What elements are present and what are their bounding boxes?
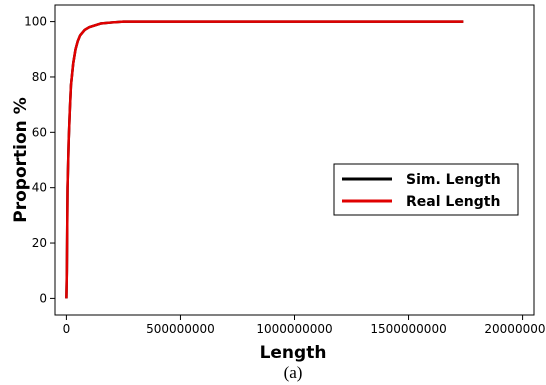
x-axis-title: Length: [260, 343, 327, 363]
y-tick-label: 0: [39, 291, 47, 305]
y-axis-title: Proportion %: [11, 97, 31, 222]
x-tick-label: 2000000000: [484, 322, 546, 336]
y-tick-label: 100: [24, 15, 47, 29]
figure-caption: (a): [284, 363, 303, 382]
y-axis: 0 20 40 60 80 100: [24, 15, 55, 305]
legend-label-real-length: Real Length: [406, 194, 500, 210]
y-tick-label: 40: [32, 181, 47, 195]
y-tick-label: 20: [32, 236, 47, 250]
x-tick-label: 0: [63, 322, 71, 336]
legend-box: [333, 163, 519, 216]
series-layer: [65, 20, 464, 299]
x-tick-label: 1000000000: [256, 322, 332, 336]
plot-frame: [54, 4, 535, 316]
x-tick-label: 500000000: [146, 322, 215, 336]
legend-label-sim-length: Sim. Length: [406, 172, 501, 188]
x-axis: 0 500000000 1000000000 1500000000 2000000000: [63, 315, 546, 336]
x-tick-label: 1500000000: [370, 322, 446, 336]
legend: Sim. Length Real Length: [333, 163, 519, 216]
y-tick-label: 60: [32, 125, 47, 139]
series-line-real-length: [65, 20, 464, 299]
y-tick-label: 80: [32, 70, 47, 84]
